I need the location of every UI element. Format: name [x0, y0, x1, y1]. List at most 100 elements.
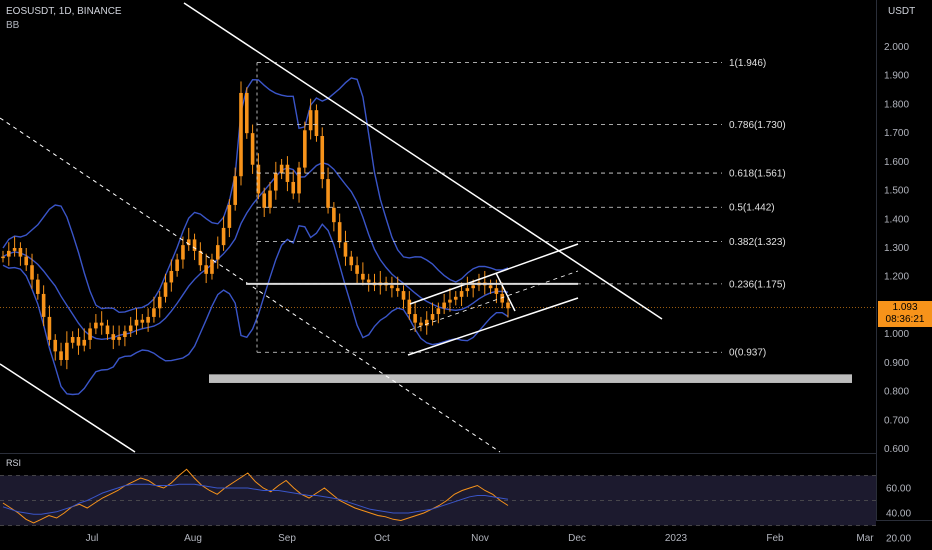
price-tick-label: 1.400 — [884, 214, 909, 225]
fib-level-label: 0(0.937) — [729, 348, 766, 359]
candle-body — [157, 296, 162, 309]
candle-body — [169, 270, 174, 283]
time-tick-label: Oct — [374, 533, 390, 544]
fib-level-label: 0.382(1.323) — [729, 237, 786, 248]
price-tick-label: 1.600 — [884, 157, 909, 168]
candle-body — [320, 136, 325, 180]
last-price-tag: 1.093 08:36:21 — [878, 301, 932, 327]
pane-separator — [0, 453, 876, 454]
candle-body — [186, 239, 191, 246]
candle-body — [123, 331, 127, 338]
candle-body — [256, 164, 261, 194]
candle-body — [221, 227, 226, 246]
price-tick-label: 0.900 — [884, 358, 909, 369]
candle-body — [140, 319, 145, 323]
candle-body — [36, 279, 40, 294]
candle-body — [117, 337, 121, 340]
rsi-tick-label: 60.00 — [886, 484, 911, 495]
candle-body — [448, 299, 452, 303]
candle-body — [215, 245, 220, 260]
rsi-line — [2, 468, 509, 524]
candle-body — [291, 181, 296, 194]
drawings[interactable] — [0, 2, 852, 453]
candle-body — [239, 92, 243, 177]
rsi-ma-line — [2, 483, 509, 515]
time-tick-label: Nov — [471, 533, 489, 544]
fib-level-label: 0.618(1.561) — [729, 169, 786, 180]
candle-body — [500, 293, 504, 303]
candle-body — [343, 242, 348, 257]
time-tick-label: 2023 — [665, 533, 688, 544]
candle-body — [314, 110, 319, 137]
bb-upper-band — [2, 77, 509, 314]
currency-label: USDT — [888, 6, 916, 17]
candle-body — [337, 222, 342, 243]
price-axis-border — [876, 0, 877, 520]
candle-body — [233, 176, 237, 205]
candle-body — [366, 279, 371, 283]
candle-body — [297, 167, 301, 194]
price-tick-label: 1.200 — [884, 272, 909, 283]
candle-body — [390, 285, 394, 289]
candle-body — [430, 314, 435, 320]
candle-body — [76, 337, 81, 346]
rising-channel-lower — [407, 297, 579, 356]
candle-body — [274, 173, 278, 191]
rsi-pane — [0, 468, 876, 526]
candle-body — [407, 299, 412, 315]
candle-body — [181, 245, 185, 260]
bar-countdown: 08:36:21 — [885, 314, 925, 325]
indicator-label-bb[interactable]: BB — [6, 20, 20, 31]
candle-body — [227, 204, 232, 228]
pullback-line — [495, 272, 516, 312]
candle-body — [53, 339, 58, 352]
candle-body — [18, 248, 23, 257]
candle-body — [1, 256, 5, 259]
last-price-value: 1.093 — [892, 302, 918, 313]
candle-body — [210, 259, 214, 274]
candle-body — [163, 282, 168, 297]
rsi-label[interactable]: RSI — [6, 458, 22, 468]
candle-body — [134, 319, 139, 326]
rsi-tick-label: 40.00 — [886, 509, 911, 520]
fib-level-label: 1(1.946) — [729, 58, 766, 69]
candle-body — [88, 328, 92, 340]
candle-body — [204, 265, 208, 274]
candle-body — [268, 190, 272, 208]
candle-body — [494, 288, 499, 294]
time-tick-label: Mar — [856, 533, 874, 544]
price-tick-label: 1.900 — [884, 71, 909, 82]
bb-lower-band — [2, 223, 509, 396]
candle-body — [70, 337, 75, 343]
price-tick-label: 0.700 — [884, 415, 909, 426]
candle-body — [146, 316, 150, 323]
candle-body — [459, 291, 464, 297]
candle-body — [111, 334, 116, 340]
candle-body — [7, 250, 11, 257]
price-tick-label: 0.800 — [884, 387, 909, 398]
time-tick-label: Feb — [766, 533, 784, 544]
lower-channel-line — [0, 363, 136, 453]
candle-body — [442, 302, 446, 309]
candle-body — [419, 322, 423, 326]
candle-body — [401, 291, 406, 300]
fibonacci-retracement[interactable]: 1(1.946) 0.786(1.730) 0.618(1.561) 0.5(1.44… — [256, 58, 786, 359]
grid — [0, 0, 932, 521]
candle-body — [361, 273, 365, 280]
candle-body — [355, 265, 359, 274]
price-tick-label: 1.700 — [884, 128, 909, 139]
axes: 2.000 1.900 1.800 1.700 1.600 1.500 1.400 1.300… — [86, 42, 912, 545]
price-tick-label: 1.500 — [884, 186, 909, 197]
fib-level-label: 0.236(1.175) — [729, 279, 786, 290]
candle-body — [506, 302, 510, 309]
candle-body — [436, 308, 441, 315]
time-tick-label: Aug — [184, 533, 202, 544]
candle-body — [24, 256, 29, 266]
candle-body — [192, 239, 197, 251]
candle-body — [326, 179, 330, 208]
candle-body — [99, 322, 104, 326]
candle-body — [59, 351, 63, 360]
fib-level-label: 0.786(1.730) — [729, 120, 786, 131]
symbol-title[interactable]: EOSUSDT, 1D, BINANCE — [6, 6, 122, 17]
